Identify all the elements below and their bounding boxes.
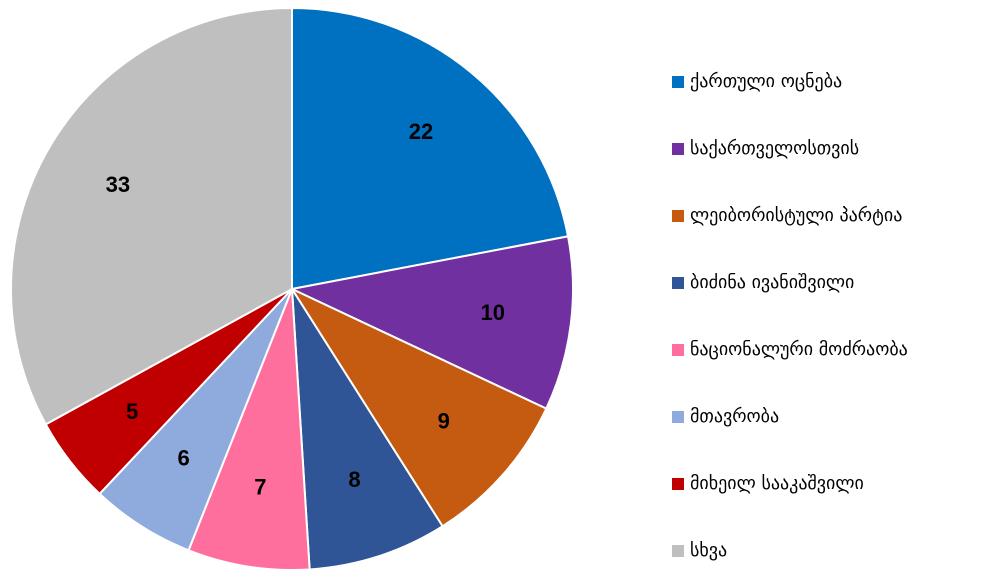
pie-slice — [187, 288, 311, 571]
legend-swatch — [672, 344, 684, 356]
value-label: 8 — [348, 467, 360, 492]
legend-label: საქართველოსთვის — [690, 138, 859, 159]
legend-label: მთავრობა — [690, 406, 779, 427]
legend-swatch — [672, 545, 684, 557]
value-label: 7 — [254, 475, 266, 500]
legend-swatch — [672, 478, 684, 490]
pie-slice — [291, 6, 570, 291]
legend-label: ბიძინა ივანიშვილი — [690, 272, 854, 293]
value-label: 33 — [106, 172, 130, 197]
value-label: 10 — [480, 300, 504, 325]
value-label: 5 — [126, 399, 138, 424]
legend-swatch — [672, 411, 684, 423]
legend-label: მიხეილ სააკაშვილი — [690, 473, 864, 494]
pie-slice — [10, 6, 293, 426]
value-label: 22 — [409, 119, 433, 144]
value-label: 6 — [177, 446, 189, 471]
pie-slice — [291, 288, 444, 571]
pie-slice — [288, 235, 574, 410]
legend-swatch — [672, 143, 684, 155]
legend-label: ქართული ოცნება — [690, 71, 842, 92]
pie-slice — [289, 286, 548, 528]
legend-label: ნაციონალური მოძრაობა — [690, 339, 908, 360]
value-label: 9 — [438, 409, 450, 434]
legend-swatch — [672, 277, 684, 289]
legend-label: სხვა — [690, 540, 727, 561]
legend-swatch — [672, 76, 684, 88]
legend-swatch — [672, 210, 684, 222]
legend-label: ლეიბორისტული პარტია — [690, 205, 902, 226]
